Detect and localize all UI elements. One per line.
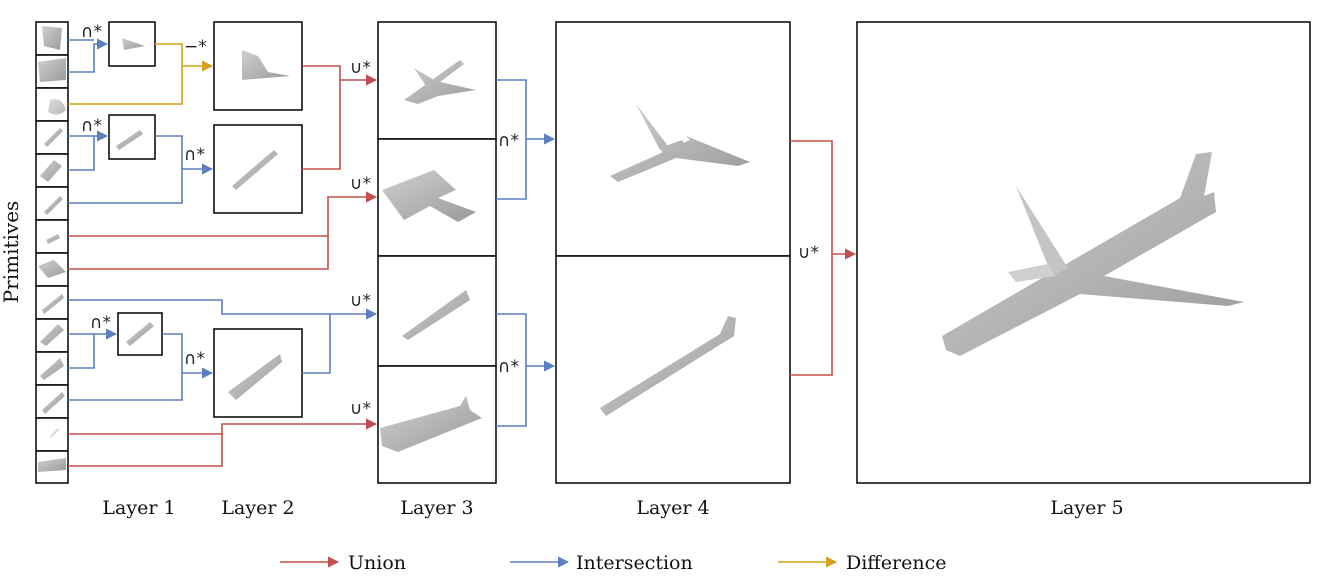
legend-intersection-label: Intersection [576,552,693,574]
union-operator: ∪* [350,291,371,311]
layer-label-3: Layer 3 [400,497,473,519]
layer-label-2: Layer 2 [221,497,294,519]
primitive-shape [38,58,66,82]
primitive-shapes [38,26,66,472]
airplane-part-shape [382,170,476,222]
layer4-nodes [555,21,791,484]
airplane-shape [600,316,736,416]
layer4-shapes [600,104,750,416]
primitive-shape [44,196,63,215]
layer-label-4: Layer 4 [636,497,709,519]
union-operator: ∪* [350,174,371,194]
primitives-column [35,21,69,484]
layer-labels: Layer 1 Layer 2 Layer 3 Layer 4 Layer 5 [102,497,1123,519]
airplane-part-shape [232,150,278,190]
primitive-shape [42,392,65,414]
intersection-operator: ∩* [184,349,205,369]
layer2-nodes [213,21,303,418]
layer-label-5: Layer 5 [1050,497,1123,519]
layer-label-1: Layer 1 [102,497,175,519]
primitive-shape [116,130,143,150]
primitive-shape [40,160,62,182]
airplane-part-shape [404,60,476,104]
primitives-axis-label: Primitives [0,201,23,304]
layer1-nodes [108,21,163,356]
primitive-shape [42,294,64,314]
operator-labels: ∩* −* ∩* ∩* ∪* ∪* ∪* ∩* ∩* ∪* ∩* ∩* ∪* [81,22,819,419]
intersection-operator: ∩* [498,357,519,377]
union-operator: ∪* [350,399,371,419]
union-operator: ∪* [350,58,371,78]
legend-difference-label: Difference [846,552,947,574]
primitive-shape [46,234,60,244]
layer3-shapes [380,60,482,452]
airplane-part-shape [380,396,482,452]
primitive-shape [50,428,59,438]
layer3-nodes [377,21,497,484]
airplane-shape [610,104,750,182]
primitive-shape [42,26,62,50]
airplane-shape [1016,186,1068,276]
intersection-operator: ∩* [81,116,102,136]
primitive-shape [44,128,63,147]
primitive-shape [48,99,66,115]
layer5-node [856,21,1311,484]
layer1-shapes [116,38,154,346]
legend: Union Intersection Difference [280,552,947,574]
intersection-operator: ∩* [498,131,519,151]
airplane-shape [942,152,1244,356]
airplane-part-shape [228,354,282,400]
intersection-operator: ∩* [184,145,205,165]
legend-union-label: Union [348,552,406,574]
layer5-shapes [942,152,1244,356]
difference-operator: −* [184,37,207,57]
intersection-operator: ∩* [81,22,102,42]
primitive-shape [122,38,145,50]
primitive-shape [40,358,64,380]
primitive-shape [126,322,154,346]
primitive-shape [40,324,64,346]
layer2-shapes [228,50,290,400]
airplane-part-shape [242,50,290,80]
airplane-part-shape [402,290,470,340]
airplane-shape [1008,264,1056,282]
primitive-shape [38,458,66,472]
connections [68,38,857,467]
primitive-shape [38,260,66,278]
union-operator: ∪* [798,243,819,263]
intersection-operator: ∩* [90,313,111,333]
